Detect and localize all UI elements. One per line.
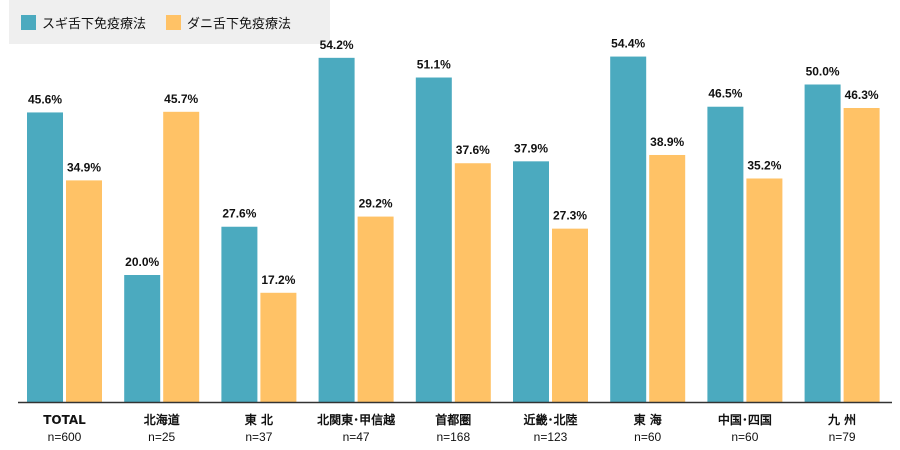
sample-size-label-3: n=47 bbox=[343, 430, 370, 444]
category-label-7: 中国･四国 bbox=[718, 412, 772, 427]
value-label-1-3: 29.2% bbox=[359, 197, 393, 211]
bar-1-0 bbox=[66, 180, 102, 402]
value-label-1-7: 35.2% bbox=[747, 158, 781, 172]
bar-0-3 bbox=[318, 57, 355, 403]
bar-0-8 bbox=[804, 84, 841, 402]
legend-label-sugi: スギ舌下免疫療法 bbox=[42, 16, 147, 32]
legend-swatch-sugi bbox=[21, 14, 36, 30]
bar-0-7 bbox=[707, 106, 744, 402]
sample-size-label-8: n=79 bbox=[829, 430, 856, 444]
value-label-0-2: 27.6% bbox=[222, 207, 256, 221]
bar-1-5 bbox=[552, 228, 588, 402]
legend-item-dani: ダニ舌下免疫療法 bbox=[166, 13, 291, 32]
legend-swatch-dani bbox=[166, 14, 182, 30]
category-label-6: 東 海 bbox=[634, 412, 662, 427]
category-label-3: 北関東･甲信越 bbox=[317, 412, 396, 427]
bar-0-5 bbox=[513, 161, 549, 402]
sample-size-label-4: n=168 bbox=[436, 430, 470, 444]
bar-1-6 bbox=[649, 154, 686, 402]
value-label-0-8: 50.0% bbox=[806, 65, 840, 79]
bar-1-3 bbox=[357, 216, 394, 402]
value-label-0-3: 54.2% bbox=[320, 38, 354, 52]
bar-1-4 bbox=[454, 163, 491, 402]
legend-label-dani: ダニ舌下免疫療法 bbox=[187, 16, 292, 32]
bar-0-6 bbox=[610, 56, 647, 403]
value-label-0-1: 20.0% bbox=[125, 255, 159, 269]
bar-1-8 bbox=[843, 107, 880, 403]
sample-size-label-7: n=60 bbox=[731, 430, 758, 444]
sample-size-label-0: n=600 bbox=[48, 430, 82, 444]
bar-0-1 bbox=[124, 275, 161, 402]
value-label-0-4: 51.1% bbox=[417, 58, 451, 72]
bar-0-4 bbox=[415, 77, 452, 402]
value-label-1-2: 17.2% bbox=[261, 273, 295, 287]
category-label-8: 九 州 bbox=[827, 412, 856, 427]
value-label-1-6: 38.9% bbox=[650, 135, 684, 149]
value-label-0-0: 45.6% bbox=[28, 92, 62, 106]
value-label-0-6: 54.4% bbox=[611, 37, 645, 51]
sample-size-label-6: n=60 bbox=[634, 430, 661, 444]
value-label-1-4: 37.6% bbox=[456, 143, 490, 157]
category-label-0: TOTAL bbox=[43, 413, 86, 427]
category-label-4: 首都圏 bbox=[435, 412, 471, 427]
sample-size-label-2: n=37 bbox=[245, 430, 272, 444]
sample-size-label-1: n=25 bbox=[148, 430, 175, 444]
value-label-1-1: 45.7% bbox=[164, 92, 198, 106]
value-label-0-5: 37.9% bbox=[514, 141, 548, 155]
bar-0-2 bbox=[221, 226, 258, 402]
value-label-0-7: 46.5% bbox=[708, 87, 742, 101]
value-label-1-5: 27.3% bbox=[553, 209, 587, 223]
bar-1-1 bbox=[163, 111, 200, 403]
bar-1-7 bbox=[746, 178, 783, 402]
bar-0-0 bbox=[27, 112, 63, 402]
category-label-1: 北海道 bbox=[144, 412, 180, 427]
sample-size-label-5: n=123 bbox=[534, 430, 568, 444]
category-label-2: 東 北 bbox=[245, 412, 273, 427]
bar-1-2 bbox=[260, 292, 297, 402]
legend-item-sugi: スギ舌下免疫療法 bbox=[21, 13, 146, 32]
category-label-5: 近畿･北陸 bbox=[523, 412, 577, 427]
legend: スギ舌下免疫療法 ダニ舌下免疫療法 bbox=[9, 0, 330, 44]
value-label-1-0: 34.9% bbox=[67, 160, 101, 174]
value-label-1-8: 46.3% bbox=[845, 88, 879, 102]
